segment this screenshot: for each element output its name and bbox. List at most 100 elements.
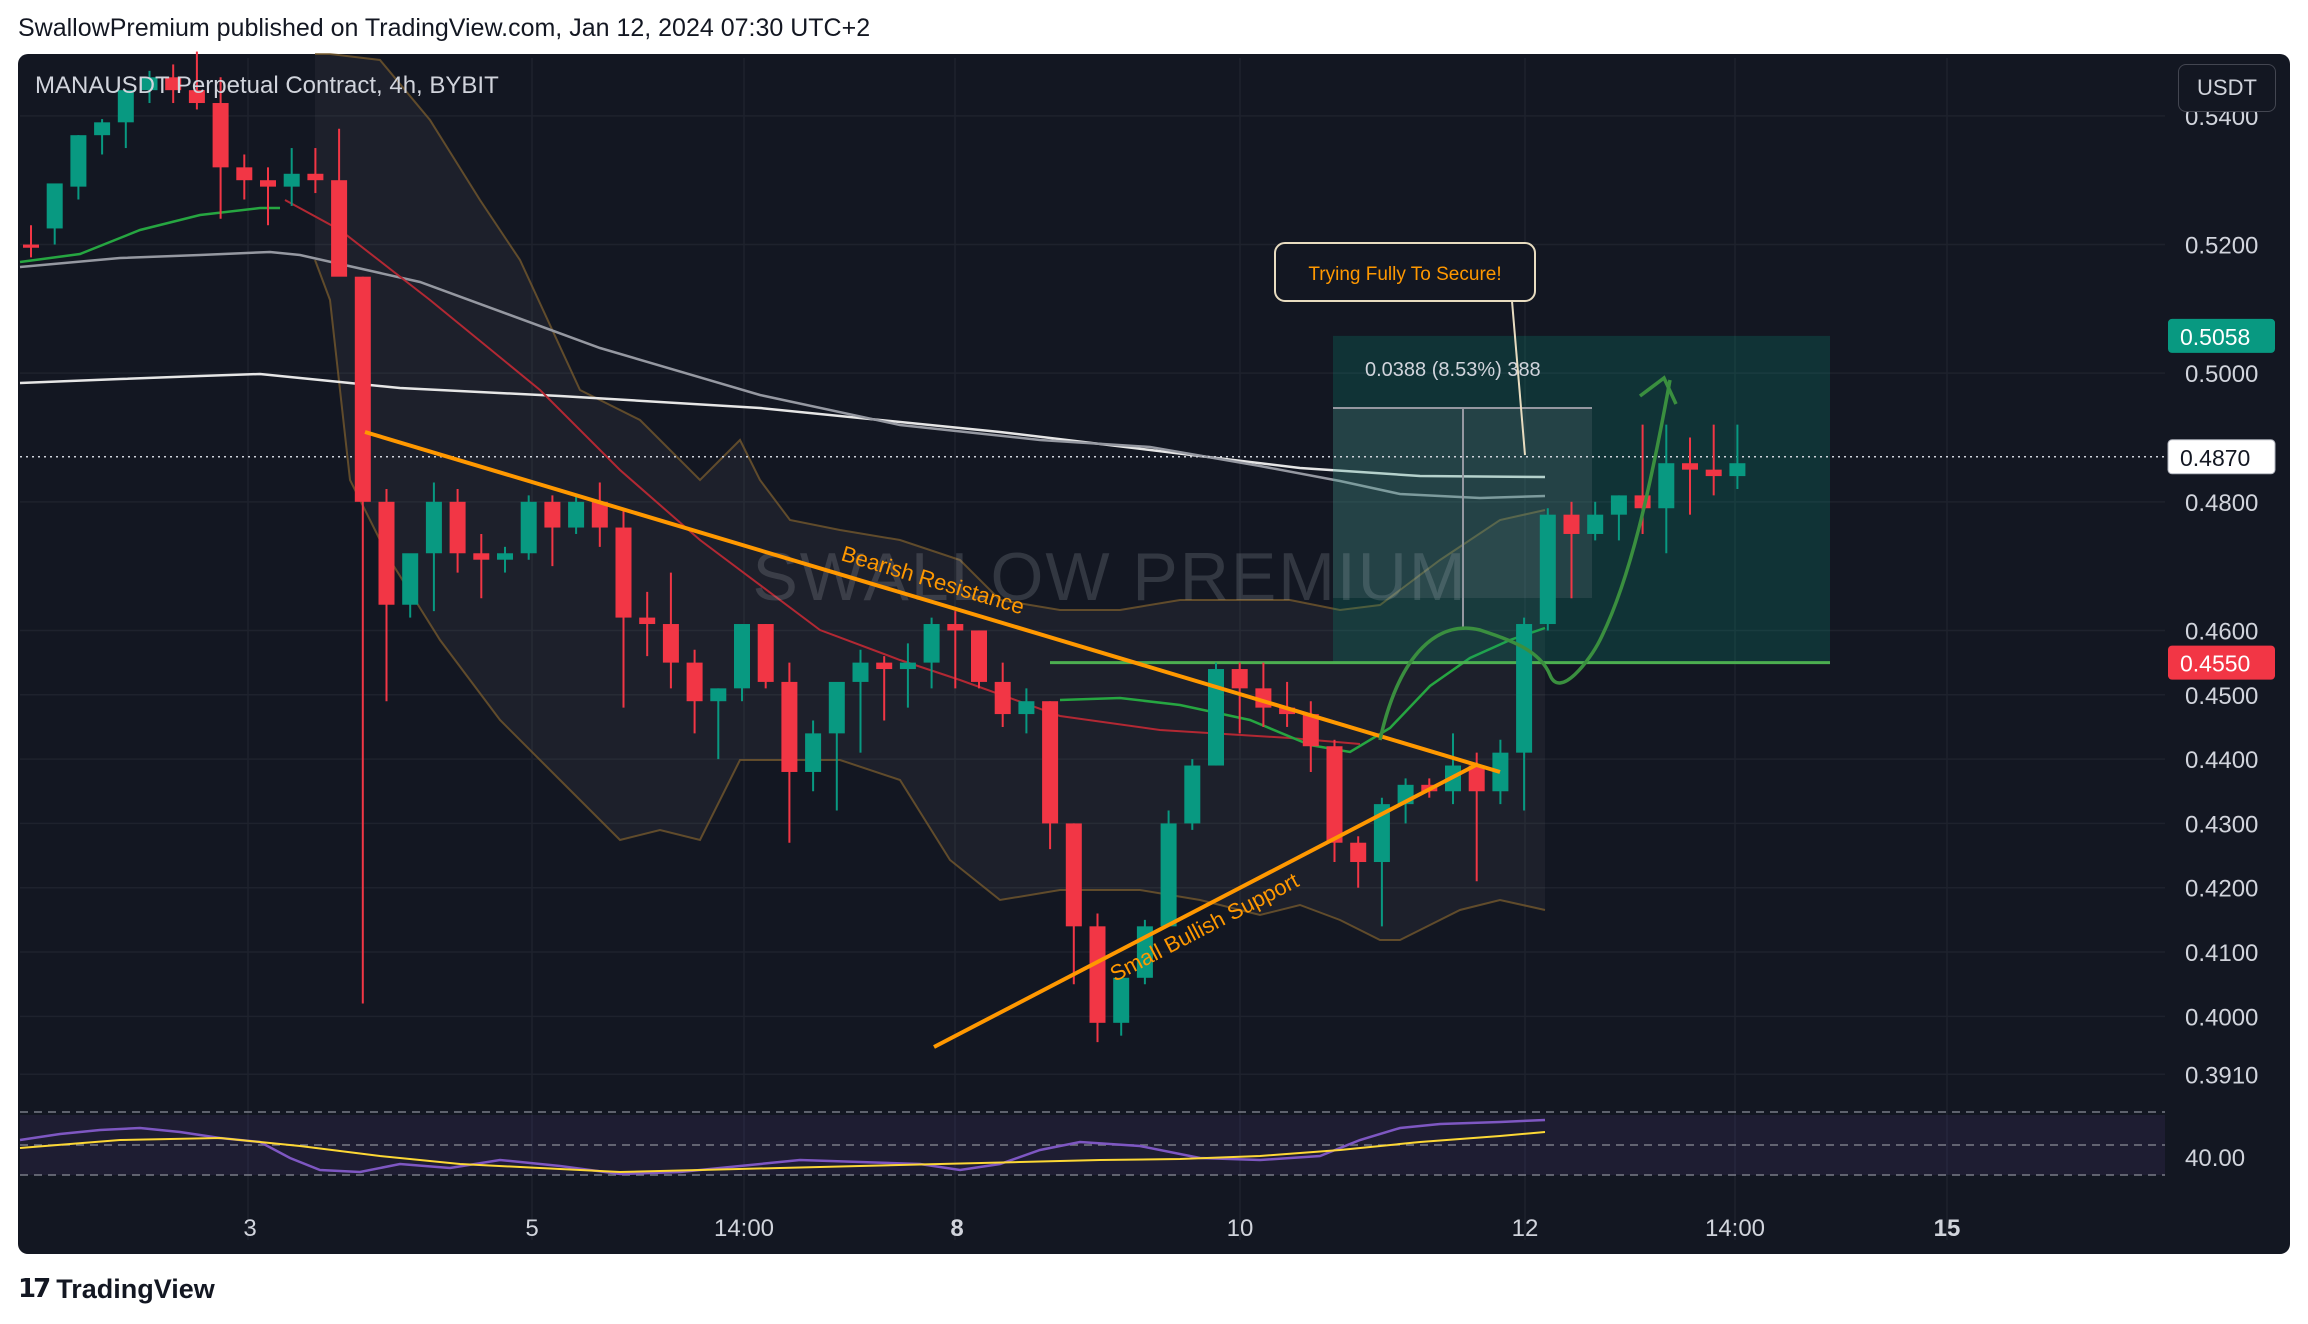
projection-arrowhead bbox=[1638, 375, 1678, 405]
y-tick-label: 0.5200 bbox=[2185, 233, 2258, 260]
candle-up bbox=[568, 501, 585, 528]
x-tick-label: 14:00 bbox=[714, 1215, 774, 1242]
currency-button[interactable]: USDT bbox=[2178, 64, 2276, 112]
price-label-text: 0.5058 bbox=[2180, 324, 2250, 350]
y-tick-label: 0.4400 bbox=[2185, 747, 2258, 774]
bollinger-upper-line bbox=[315, 53, 1546, 612]
tradingview-brand: TradingView bbox=[56, 1273, 215, 1304]
candle-up bbox=[1516, 624, 1533, 753]
candle-up bbox=[1373, 804, 1390, 863]
candle-up bbox=[828, 681, 845, 734]
candle-down bbox=[1279, 707, 1296, 715]
candle-down bbox=[1563, 514, 1580, 534]
candle-up bbox=[520, 501, 537, 554]
candle-up bbox=[283, 173, 300, 187]
candle-down bbox=[639, 617, 656, 625]
candle-down bbox=[236, 167, 253, 181]
y-tick-label: 0.5000 bbox=[2185, 361, 2258, 388]
callout-pointer bbox=[1511, 300, 1526, 456]
chart-panel[interactable] bbox=[18, 54, 2290, 1254]
candle-down bbox=[212, 103, 229, 168]
measure-label: 0.0388 (8.53%) 388 bbox=[1365, 359, 1541, 381]
candle-down bbox=[1042, 701, 1059, 824]
bearish-resistance-line bbox=[364, 430, 1501, 774]
y-tick-label: 0.4800 bbox=[2185, 490, 2258, 517]
candle-up bbox=[1658, 463, 1675, 509]
candle-up bbox=[899, 662, 916, 670]
candle-down bbox=[1705, 469, 1722, 477]
candle-up bbox=[1539, 514, 1556, 625]
candle-down bbox=[1350, 842, 1367, 863]
candle-down bbox=[1468, 765, 1485, 792]
candle-up bbox=[852, 662, 869, 682]
candle-up bbox=[402, 553, 419, 605]
x-tick-label: 8 bbox=[950, 1215, 963, 1242]
candle-up bbox=[1587, 514, 1604, 534]
candle-down bbox=[1302, 714, 1319, 747]
candle-down bbox=[307, 173, 324, 181]
candle-up bbox=[70, 135, 87, 187]
candle-down bbox=[1065, 823, 1082, 927]
moving-average-short-green bbox=[1059, 626, 1546, 754]
rsi-axis-label: 40.00 bbox=[2185, 1145, 2245, 1172]
candle-up bbox=[1610, 495, 1627, 515]
rsi-signal-line bbox=[19, 1131, 1546, 1174]
candle-down bbox=[591, 501, 608, 528]
projection-arrow-path bbox=[1378, 379, 1672, 741]
candle-down bbox=[544, 501, 561, 528]
x-tick-label: 5 bbox=[525, 1215, 538, 1242]
candle-up bbox=[1113, 977, 1130, 1023]
price-label-text: 0.4550 bbox=[2180, 651, 2250, 677]
y-tick-label: 0.4200 bbox=[2185, 876, 2258, 903]
candle-up bbox=[141, 77, 158, 91]
candle-down bbox=[378, 501, 395, 605]
bullish-support-line bbox=[933, 762, 1479, 1049]
candle-down bbox=[615, 527, 632, 618]
tradingview-logo-icon: 17 bbox=[18, 1274, 51, 1304]
candle-up bbox=[734, 624, 750, 689]
y-tick-label: 0.4100 bbox=[2185, 940, 2258, 967]
candle-down bbox=[971, 630, 987, 682]
x-tick-label: 15 bbox=[1934, 1215, 1961, 1242]
candle-down bbox=[947, 624, 964, 631]
symbol-legend[interactable]: MANAUSDT Perpetual Contract, 4h, BYBIT bbox=[35, 72, 499, 99]
candle-down bbox=[994, 681, 1011, 715]
y-tick-label: 0.4000 bbox=[2185, 1004, 2258, 1031]
candle-up bbox=[94, 122, 111, 136]
moving-average-short-red bbox=[284, 199, 1361, 745]
moving-average-long bbox=[19, 372, 1546, 479]
candle-down bbox=[686, 662, 703, 702]
candle-down bbox=[1682, 463, 1698, 470]
y-tick-label: 0.3910 bbox=[2185, 1062, 2258, 1089]
candle-down bbox=[473, 553, 490, 560]
y-tick-label: 0.4600 bbox=[2185, 618, 2258, 645]
candle-up bbox=[1018, 701, 1035, 715]
x-tick-label: 12 bbox=[1512, 1215, 1539, 1242]
x-tick-label: 3 bbox=[243, 1215, 256, 1242]
candle-down bbox=[331, 180, 348, 277]
x-tick-label: 14:00 bbox=[1705, 1215, 1765, 1242]
price-label-box bbox=[2168, 318, 2275, 353]
candle-down bbox=[1326, 746, 1343, 843]
candle-up bbox=[1729, 463, 1746, 477]
target-zone-box bbox=[1333, 335, 1830, 663]
moving-average-mid bbox=[19, 250, 1546, 500]
y-tick-label: 0.4300 bbox=[2185, 811, 2258, 838]
candle-up bbox=[425, 501, 442, 554]
candle-down bbox=[165, 77, 182, 91]
watermark-text: SWALLOW PREMIUM bbox=[752, 539, 1467, 615]
candle-down bbox=[354, 276, 371, 502]
moving-average-short-green bbox=[19, 206, 280, 264]
candle-up bbox=[46, 183, 63, 229]
candle-down bbox=[781, 681, 798, 772]
tradingview-logo[interactable]: 17 TradingView bbox=[18, 1273, 215, 1305]
price-label-text: 0.4870 bbox=[2180, 445, 2250, 471]
callout-text: Trying Fully To Secure! bbox=[1308, 264, 1501, 285]
candle-down bbox=[1089, 926, 1106, 1023]
candle-down bbox=[757, 624, 774, 682]
candle-up bbox=[1208, 669, 1224, 766]
candle-down bbox=[449, 501, 466, 554]
candle-up bbox=[1184, 765, 1201, 824]
candle-down bbox=[662, 624, 679, 663]
